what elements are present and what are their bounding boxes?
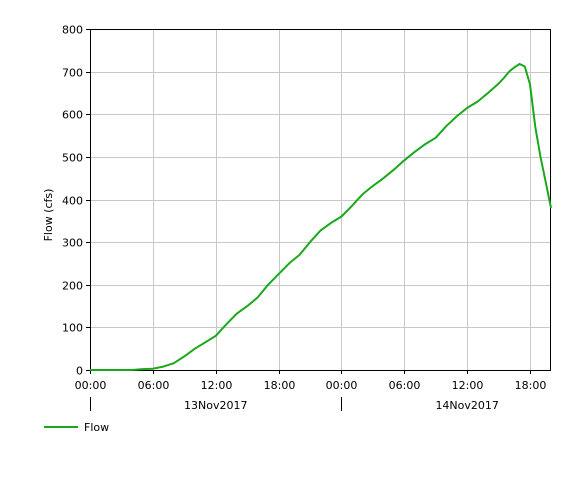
grid-lines — [90, 29, 551, 370]
y-tick-label: 100 — [62, 322, 83, 335]
x-tick-label: 18:00 — [264, 379, 296, 392]
y-tick-label: 300 — [62, 237, 83, 250]
series-layer — [90, 63, 552, 371]
legend-swatch-flow — [44, 426, 78, 428]
series-line-flow — [90, 63, 552, 371]
x-tick-label: 06:00 — [389, 379, 421, 392]
y-tick-label: 600 — [62, 109, 83, 122]
legend-label-flow: Flow — [84, 420, 110, 434]
x-tick-label: 18:00 — [515, 379, 547, 392]
y-tick-label: 700 — [62, 67, 83, 80]
y-tick-label: 500 — [62, 152, 83, 165]
y-tick-label: 0 — [76, 365, 83, 378]
y-axis-label: Flow (cfs) — [42, 189, 55, 242]
day-label: 13Nov2017 — [184, 399, 247, 412]
legend: Flow — [44, 420, 109, 434]
x-tick-label: 00:00 — [75, 379, 107, 392]
day-label: 14Nov2017 — [435, 399, 498, 412]
x-tick-label: 12:00 — [201, 379, 233, 392]
axes — [86, 29, 551, 411]
x-tick-label: 00:00 — [326, 379, 358, 392]
plot-frame — [90, 29, 551, 371]
x-tick-label: 06:00 — [138, 379, 170, 392]
axis-labels: 0 100 200 300 400 500 600 700 800 00:00 06:00 12:00… — [62, 24, 546, 413]
x-tick-label: 12:00 — [452, 379, 484, 392]
y-tick-label: 400 — [62, 195, 83, 208]
y-tick-label: 200 — [62, 280, 83, 293]
y-tick-label: 800 — [62, 24, 83, 37]
